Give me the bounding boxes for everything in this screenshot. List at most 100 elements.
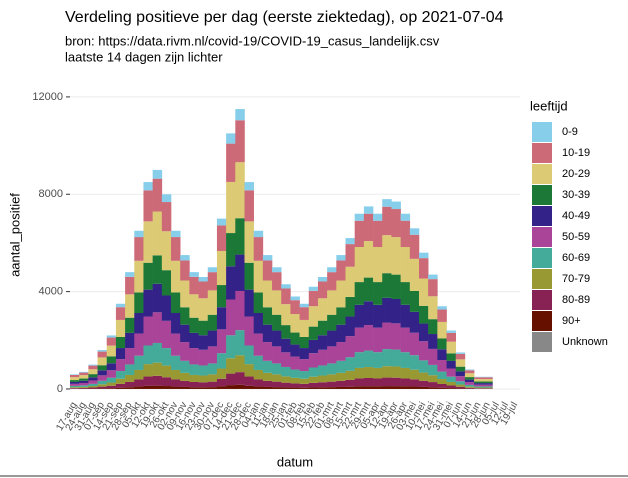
legend-swatch (532, 248, 552, 268)
legend-title: leeftijd (530, 98, 568, 113)
bar-segment (382, 349, 392, 367)
bar-segment (428, 348, 438, 365)
bar-segment (106, 363, 117, 371)
bar-segment (253, 369, 264, 380)
bar-segment (382, 386, 392, 389)
bar-segment (161, 194, 172, 203)
bar-segment (373, 304, 383, 328)
bar-segment (88, 380, 98, 384)
bar-segment (152, 255, 163, 284)
bar-segment (437, 338, 447, 350)
bar-segment (400, 378, 411, 387)
bar-segment (125, 332, 135, 349)
bar-segment (290, 369, 300, 378)
bar-segment (354, 220, 365, 248)
bar-segment (226, 299, 236, 336)
bar-segment (391, 201, 401, 210)
bar-segment (400, 213, 411, 221)
bar-segment (391, 209, 401, 238)
bar-segment (446, 330, 457, 333)
bar-segment (253, 355, 264, 370)
bar-segment (336, 307, 346, 325)
bar-segment (272, 381, 282, 388)
bar-segment (437, 371, 447, 380)
bar-segment (216, 378, 227, 387)
legend-swatch (532, 164, 552, 184)
bar-segment (180, 386, 190, 389)
bar-segment (464, 382, 475, 385)
bar-segment (382, 199, 392, 207)
bar-segment (409, 258, 420, 291)
bar-segment (180, 360, 190, 373)
bar-segment (189, 381, 199, 388)
bar-segment (143, 221, 153, 263)
bar-segment (308, 326, 319, 340)
bar-segment (428, 274, 438, 280)
legend-label: 90+ (562, 315, 581, 327)
bar-segment (235, 384, 245, 389)
bar-segment (198, 277, 209, 282)
bar-segment (428, 375, 438, 383)
bar-segment (464, 384, 475, 387)
bar-segment (428, 334, 438, 349)
bar-segment (373, 220, 383, 248)
bar-segment (428, 382, 438, 388)
bar-segment (308, 387, 319, 389)
bar-segment (474, 377, 484, 380)
bar-segment (281, 382, 291, 388)
bar-segment (216, 368, 227, 379)
bar-segment (97, 388, 108, 389)
bar-segment (418, 252, 429, 259)
legend-swatch (532, 143, 552, 163)
bar-segment (171, 355, 181, 370)
bar-segment (244, 262, 254, 290)
bar-segment (483, 379, 493, 382)
bar-segment (373, 378, 383, 387)
bar-segment (125, 364, 135, 375)
bar-segment (299, 303, 310, 308)
bar-segment (125, 276, 135, 295)
bar-segment (391, 349, 401, 367)
legend-label: 10-19 (562, 147, 590, 159)
bar-segment (290, 387, 300, 389)
bar-segment (198, 298, 209, 321)
bar-segment (207, 272, 218, 291)
bar-segment (198, 281, 209, 299)
bar-segment (216, 250, 227, 286)
bar-segment (244, 316, 254, 346)
bar-segment (455, 353, 466, 360)
bar-segment (363, 213, 374, 242)
bar-segment (409, 311, 420, 333)
bar-segment (382, 366, 392, 378)
bar-segment (226, 373, 236, 386)
bar-segment (180, 280, 190, 308)
bar-segment (207, 314, 218, 331)
bar-segment (474, 379, 484, 382)
bar-segment (88, 387, 98, 389)
bar-segment (281, 366, 291, 377)
bar-segment (363, 206, 374, 214)
bar-segment (428, 319, 438, 335)
bar-segment (391, 298, 401, 324)
bar-segment (115, 303, 126, 308)
bar-segment (281, 387, 291, 389)
bar-segment (446, 381, 457, 386)
bar-segment (290, 314, 300, 333)
legend-swatch (532, 185, 552, 205)
bar-segment (363, 325, 374, 351)
bar-segment (106, 382, 117, 386)
bar-segment (409, 379, 420, 387)
bar-segment (115, 359, 126, 372)
bar-segment (455, 386, 466, 389)
bar-segment (299, 371, 310, 379)
bar-segment (336, 360, 346, 373)
y-tick-label: 8000 (39, 188, 63, 200)
bar-segment (391, 366, 401, 378)
bar-segment (207, 346, 218, 364)
bar-segment (483, 387, 493, 389)
bar-segment (464, 387, 475, 389)
bar-segment (115, 383, 126, 388)
bar-segment (115, 387, 126, 389)
bar-segment (180, 380, 190, 387)
bar-segment (437, 321, 447, 339)
